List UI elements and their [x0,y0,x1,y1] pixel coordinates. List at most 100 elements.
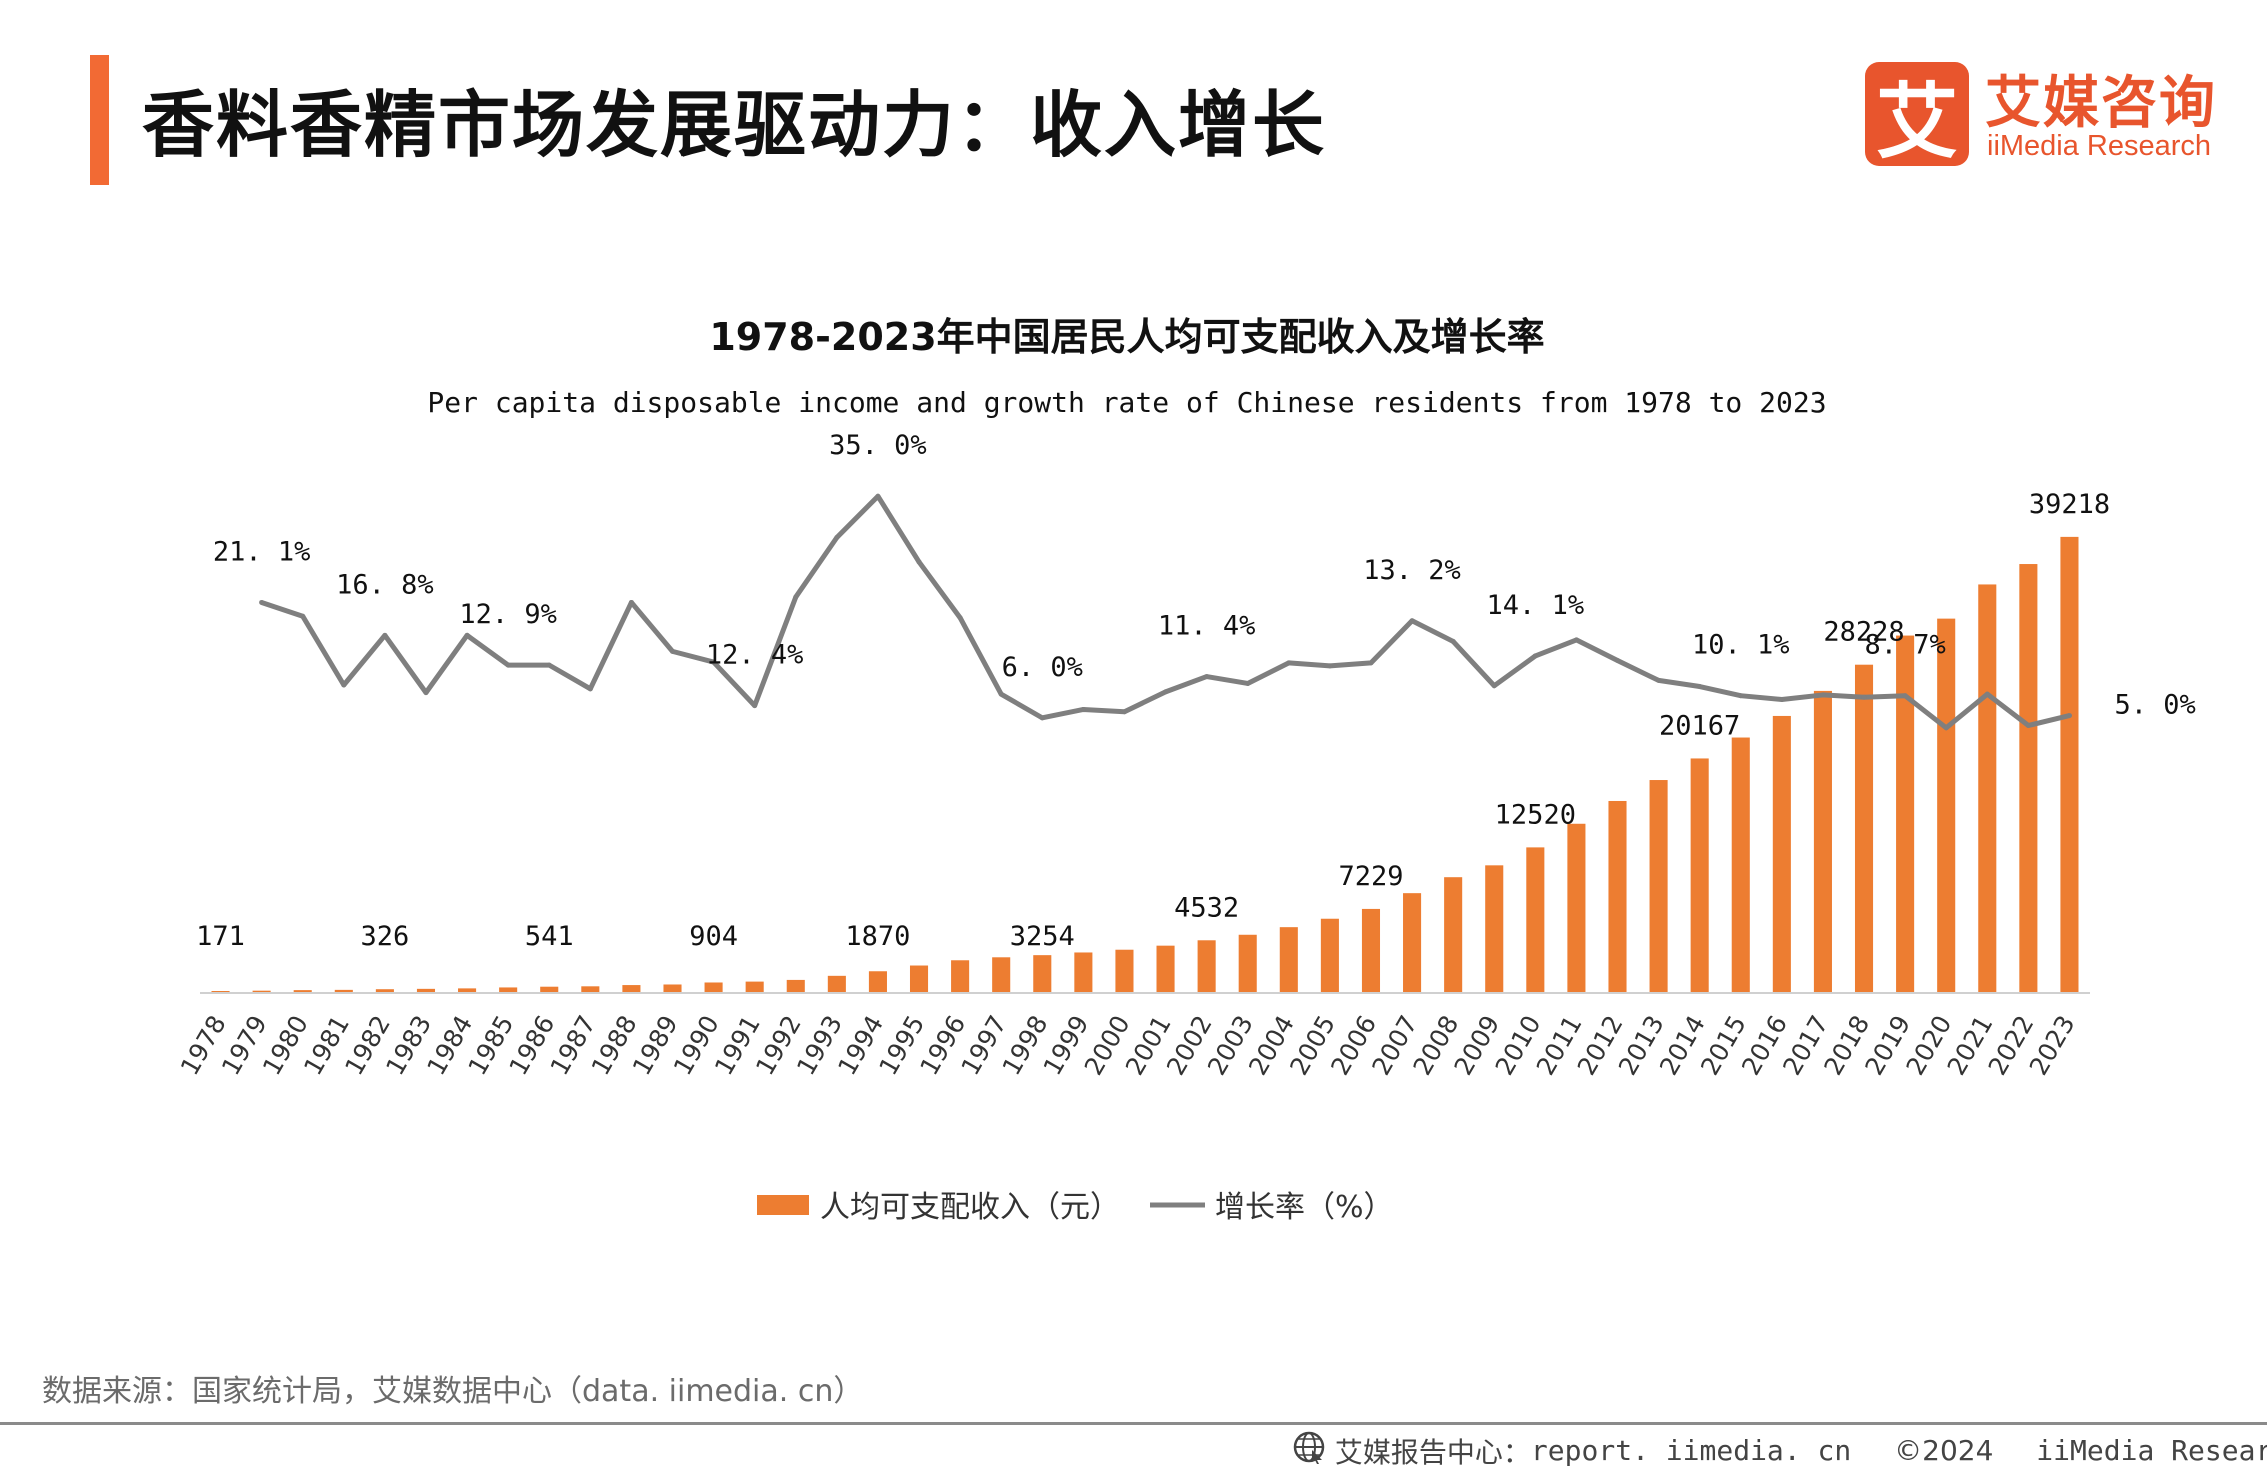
income-bar-1993 [827,975,846,993]
growth-label-2007: 13. 2% [1363,555,1461,586]
growth-point-2011 [1573,637,1579,643]
income-bar-1999 [1074,952,1093,993]
growth-point-2022 [2025,723,2031,728]
growth-point-1990 [711,659,717,665]
growth-point-2012 [1615,658,1620,664]
income-bar-1983 [416,988,436,993]
growth-point-2000 [1121,709,1127,715]
income-label-1994: 1870 [845,921,910,952]
growth-point-2016 [1779,697,1785,703]
growth-point-1998 [1039,715,1045,721]
income-label-2006: 7229 [1338,861,1403,892]
growth-point-1993 [834,534,840,540]
footer-report-link[interactable]: report. iimedia. cn [1530,1434,1852,1467]
growth-point-1994 [875,493,881,499]
growth-point-1981 [341,682,347,688]
growth-label-1998: 6. 0% [1002,652,1083,683]
page-title: 香料香精市场发展驱动力：收入增长 [142,83,1327,167]
income-label-2023: 39218 [2029,489,2110,520]
income-bar-1991 [745,981,764,993]
income-bar-1980 [293,990,312,993]
growth-point-1988 [628,599,634,605]
growth-point-2021 [1984,691,1990,697]
growth-point-2002 [1204,674,1210,680]
growth-point-1992 [793,594,799,600]
growth-point-1995 [916,559,922,565]
income-label-1986: 541 [525,921,574,952]
growth-point-1997 [998,691,1004,697]
growth-label-2002: 11. 4% [1158,611,1256,642]
income-label-2010: 12520 [1495,799,1576,830]
growth-label-2010: 14. 1% [1487,590,1585,621]
growth-point-1982 [382,632,388,638]
income-bar-2007 [1403,893,1422,993]
income-bar-2021 [1978,584,1997,993]
income-bar-2018 [1854,664,1874,993]
income-bar-1995 [909,965,929,993]
income-label-1982: 326 [361,921,410,952]
income-bar-2010 [1526,847,1545,993]
logo-name-cn: 艾媒咨询 [1985,71,2217,136]
growth-point-2015 [1738,693,1744,699]
income-bar-2005 [1320,918,1339,993]
footer-copyright: ©2024 [1894,1434,1994,1467]
income-label-1998: 3254 [1010,921,1075,952]
income-label-2014: 20167 [1659,710,1740,741]
growth-label-1991: 12. 4% [706,640,804,671]
footer-report-center: 艾媒报告中心： [1334,1435,1531,1469]
income-bar-1992 [786,979,805,993]
growth-point-2019 [1902,693,1908,699]
growth-point-2008 [1450,638,1456,644]
growth-point-1980 [300,613,306,619]
legend-growth-label: 增长率（%） [1215,1190,1394,1225]
income-bar-1997 [992,957,1011,993]
income-label-1978: 171 [196,921,245,952]
growth-point-1983 [423,690,429,696]
income-bar-2004 [1279,927,1298,993]
iimedia-logo[interactable]: 艾 艾媒咨询 iiMedia Research [1865,62,2255,170]
data-source: 数据来源：国家统计局，艾媒数据中心（data. iimedia. cn） [42,1374,864,1409]
income-bar-1986 [540,986,559,993]
income-bar-2009 [1485,865,1504,993]
growth-point-2020 [1943,725,1949,731]
footer-company: iiMedia Research Inc [2036,1434,2267,1467]
footer: 艾媒报告中心：report. iimedia. cn ©2024 iiMedia… [1292,1430,2267,1470]
income-bar-1981 [334,989,353,993]
growth-label-1985: 12. 9% [459,599,557,630]
chart-title: 1978-2023年中国居民人均可支配收入及增长率 [709,315,1544,359]
income-bar-2013 [1649,780,1668,993]
growth-point-2010 [1532,653,1538,659]
growth-point-2007 [1409,618,1415,624]
income-bar-2019 [1896,635,1915,993]
income-bar-1994 [868,971,887,993]
growth-point-2006 [1368,660,1374,666]
growth-point-2005 [1327,663,1333,669]
income-bar-2003 [1238,934,1257,993]
globe-icon [1292,1430,1326,1471]
growth-point-1987 [587,686,593,692]
income-label-2002: 4532 [1174,892,1239,923]
growth-point-2018 [1861,694,1867,700]
legend-bar-swatch [757,1195,809,1215]
income-bar-2022 [2019,564,2038,993]
income-bar-1982 [375,989,394,993]
income-bar-2014 [1690,758,1709,993]
footer-divider [0,1422,2267,1425]
growth-point-2001 [1163,689,1169,695]
growth-point-1996 [957,615,963,621]
income-bar-2008 [1444,877,1463,993]
growth-point-1986 [546,662,552,668]
growth-label-2019: 8. 7% [1864,630,1945,661]
income-label-2018: 28228 [1823,617,1904,648]
income-bar-2001 [1156,945,1175,993]
income-bar-1979 [252,990,271,993]
income-bar-2006 [1361,908,1381,993]
income-bar-1990 [704,982,723,993]
income-bar-2011 [1567,823,1586,993]
income-bar-1996 [951,960,970,993]
growth-point-1985 [505,662,511,668]
growth-point-2014 [1697,684,1703,690]
growth-point-2003 [1245,680,1251,686]
income-bar-1984 [458,988,477,993]
income-label-1990: 904 [689,921,738,952]
